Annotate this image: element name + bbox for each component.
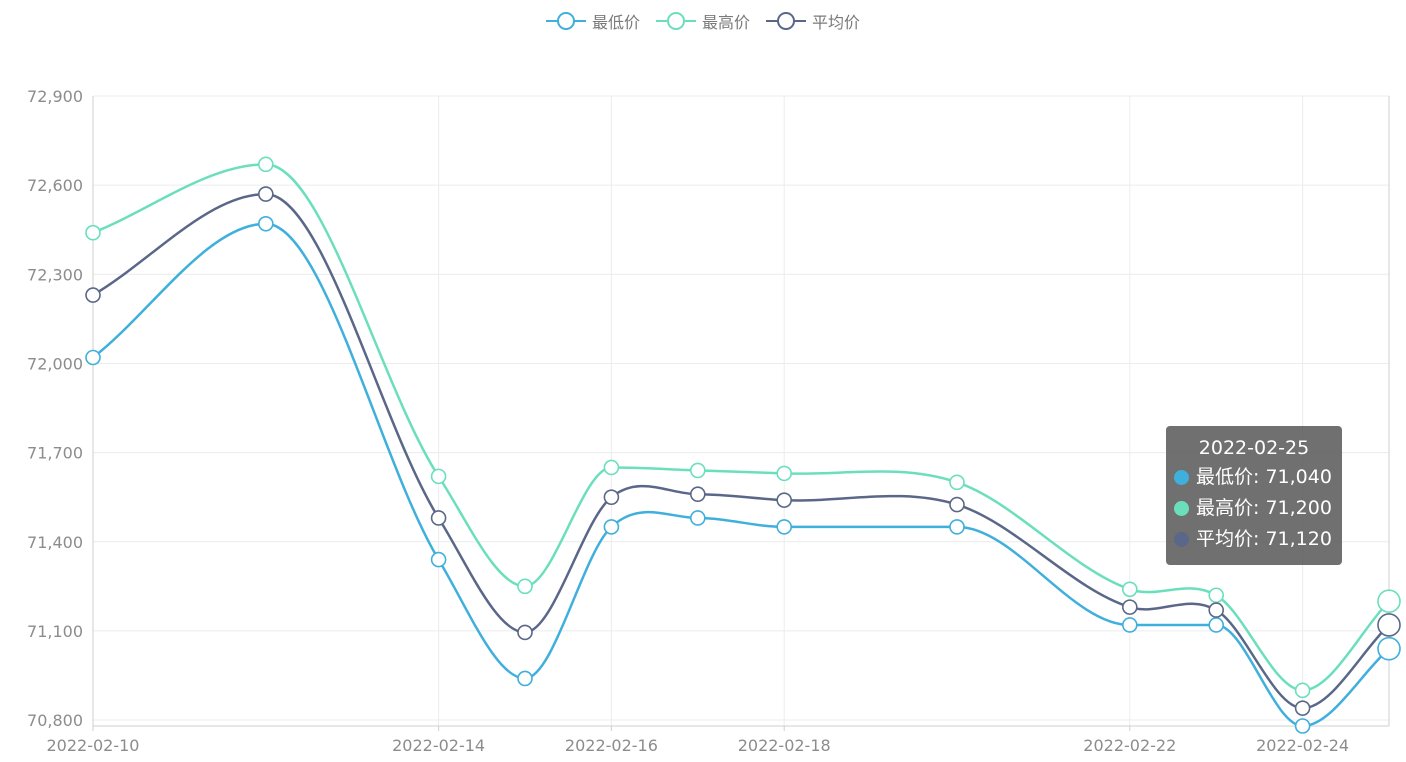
legend-line-circle-icon [545,12,586,30]
data-point [776,465,793,482]
data-point [517,670,533,687]
x-tick-label: 2022-02-10 [47,736,140,755]
grid [93,95,1389,726]
data-point [517,578,533,595]
tooltip-row-label: 最高价: 71,200 [1196,497,1332,519]
data-point [430,551,447,568]
data-point [689,486,706,503]
data-point [603,519,620,535]
data-point [517,624,533,641]
data-point [949,496,965,513]
tooltip-row: 平均价: 71,120 [1174,524,1334,555]
data-point [1122,599,1138,615]
legend-item-min[interactable]: 最低价 [545,9,640,33]
legend-label: 平均价 [812,13,861,32]
data-point [1294,718,1311,734]
data-point [1294,700,1311,716]
x-tick-label: 2022-02-22 [1083,736,1176,755]
x-tick-label: 2022-02-18 [738,736,831,755]
data-point [85,349,101,366]
legend-line-circle-icon [655,12,696,30]
legend-line-circle-icon [766,12,806,30]
legend-label: 最低价 [591,13,640,32]
data-point [949,474,965,491]
series-dot-icon [1174,532,1189,547]
data-point [1208,587,1224,604]
tooltip-row-label: 最低价: 71,040 [1196,466,1332,488]
data-point [257,215,274,232]
data-point [1377,613,1401,637]
y-tick-label: 72,000 [27,354,83,373]
y-tick-label: 72,300 [27,265,83,284]
data-point [1294,682,1311,699]
tooltip-row: 最高价: 71,200 [1174,493,1334,524]
y-tick-label: 71,400 [27,533,83,552]
y-tick-label: 71,100 [27,622,83,641]
data-point [1122,617,1138,633]
data-point [603,489,620,505]
data-point [1377,589,1401,613]
legend-item-max[interactable]: 最高价 [655,9,750,33]
tooltip-row: 最低价: 71,040 [1174,462,1334,493]
x-tick-label: 2022-02-24 [1256,736,1349,755]
y-tick-label: 70,800 [27,711,83,730]
y-tick-label: 71,700 [27,444,83,463]
data-point [1208,602,1224,618]
data-point [1208,617,1224,633]
legend-label: 最高价 [701,13,750,32]
data-point [1377,636,1401,661]
axes: 70,800 71,100 71,400 71,700 72,000 72,300 72,6… [27,87,1390,755]
data-point [1122,581,1138,598]
tooltip-row-label: 平均价: 71,120 [1196,528,1332,550]
data-point [430,510,447,526]
tooltip: 2022-02-25 最低价: 71,040 最高价: 71,200 平均价: … [1166,426,1342,565]
x-tick-label: 2022-02-16 [565,736,658,755]
data-point [776,519,793,535]
x-tick-label: 2022-02-14 [392,736,485,755]
data-point [949,519,965,535]
data-point [603,459,620,476]
data-points [85,156,1401,734]
data-point [689,462,706,479]
series-dot-icon [1174,501,1189,516]
data-point [257,156,274,173]
data-point [85,287,101,303]
data-point [689,510,706,526]
series-dot-icon [1174,470,1189,485]
data-point [430,468,447,485]
data-point [85,224,101,241]
legend: 最低价 最高价 平均价 [0,8,1406,34]
data-point [776,492,793,508]
tooltip-title: 2022-02-25 [1198,437,1310,459]
y-tick-label: 72,900 [27,87,83,106]
legend-item-avg[interactable]: 平均价 [766,9,860,33]
y-tick-label: 72,600 [27,176,83,195]
data-point [257,186,274,202]
